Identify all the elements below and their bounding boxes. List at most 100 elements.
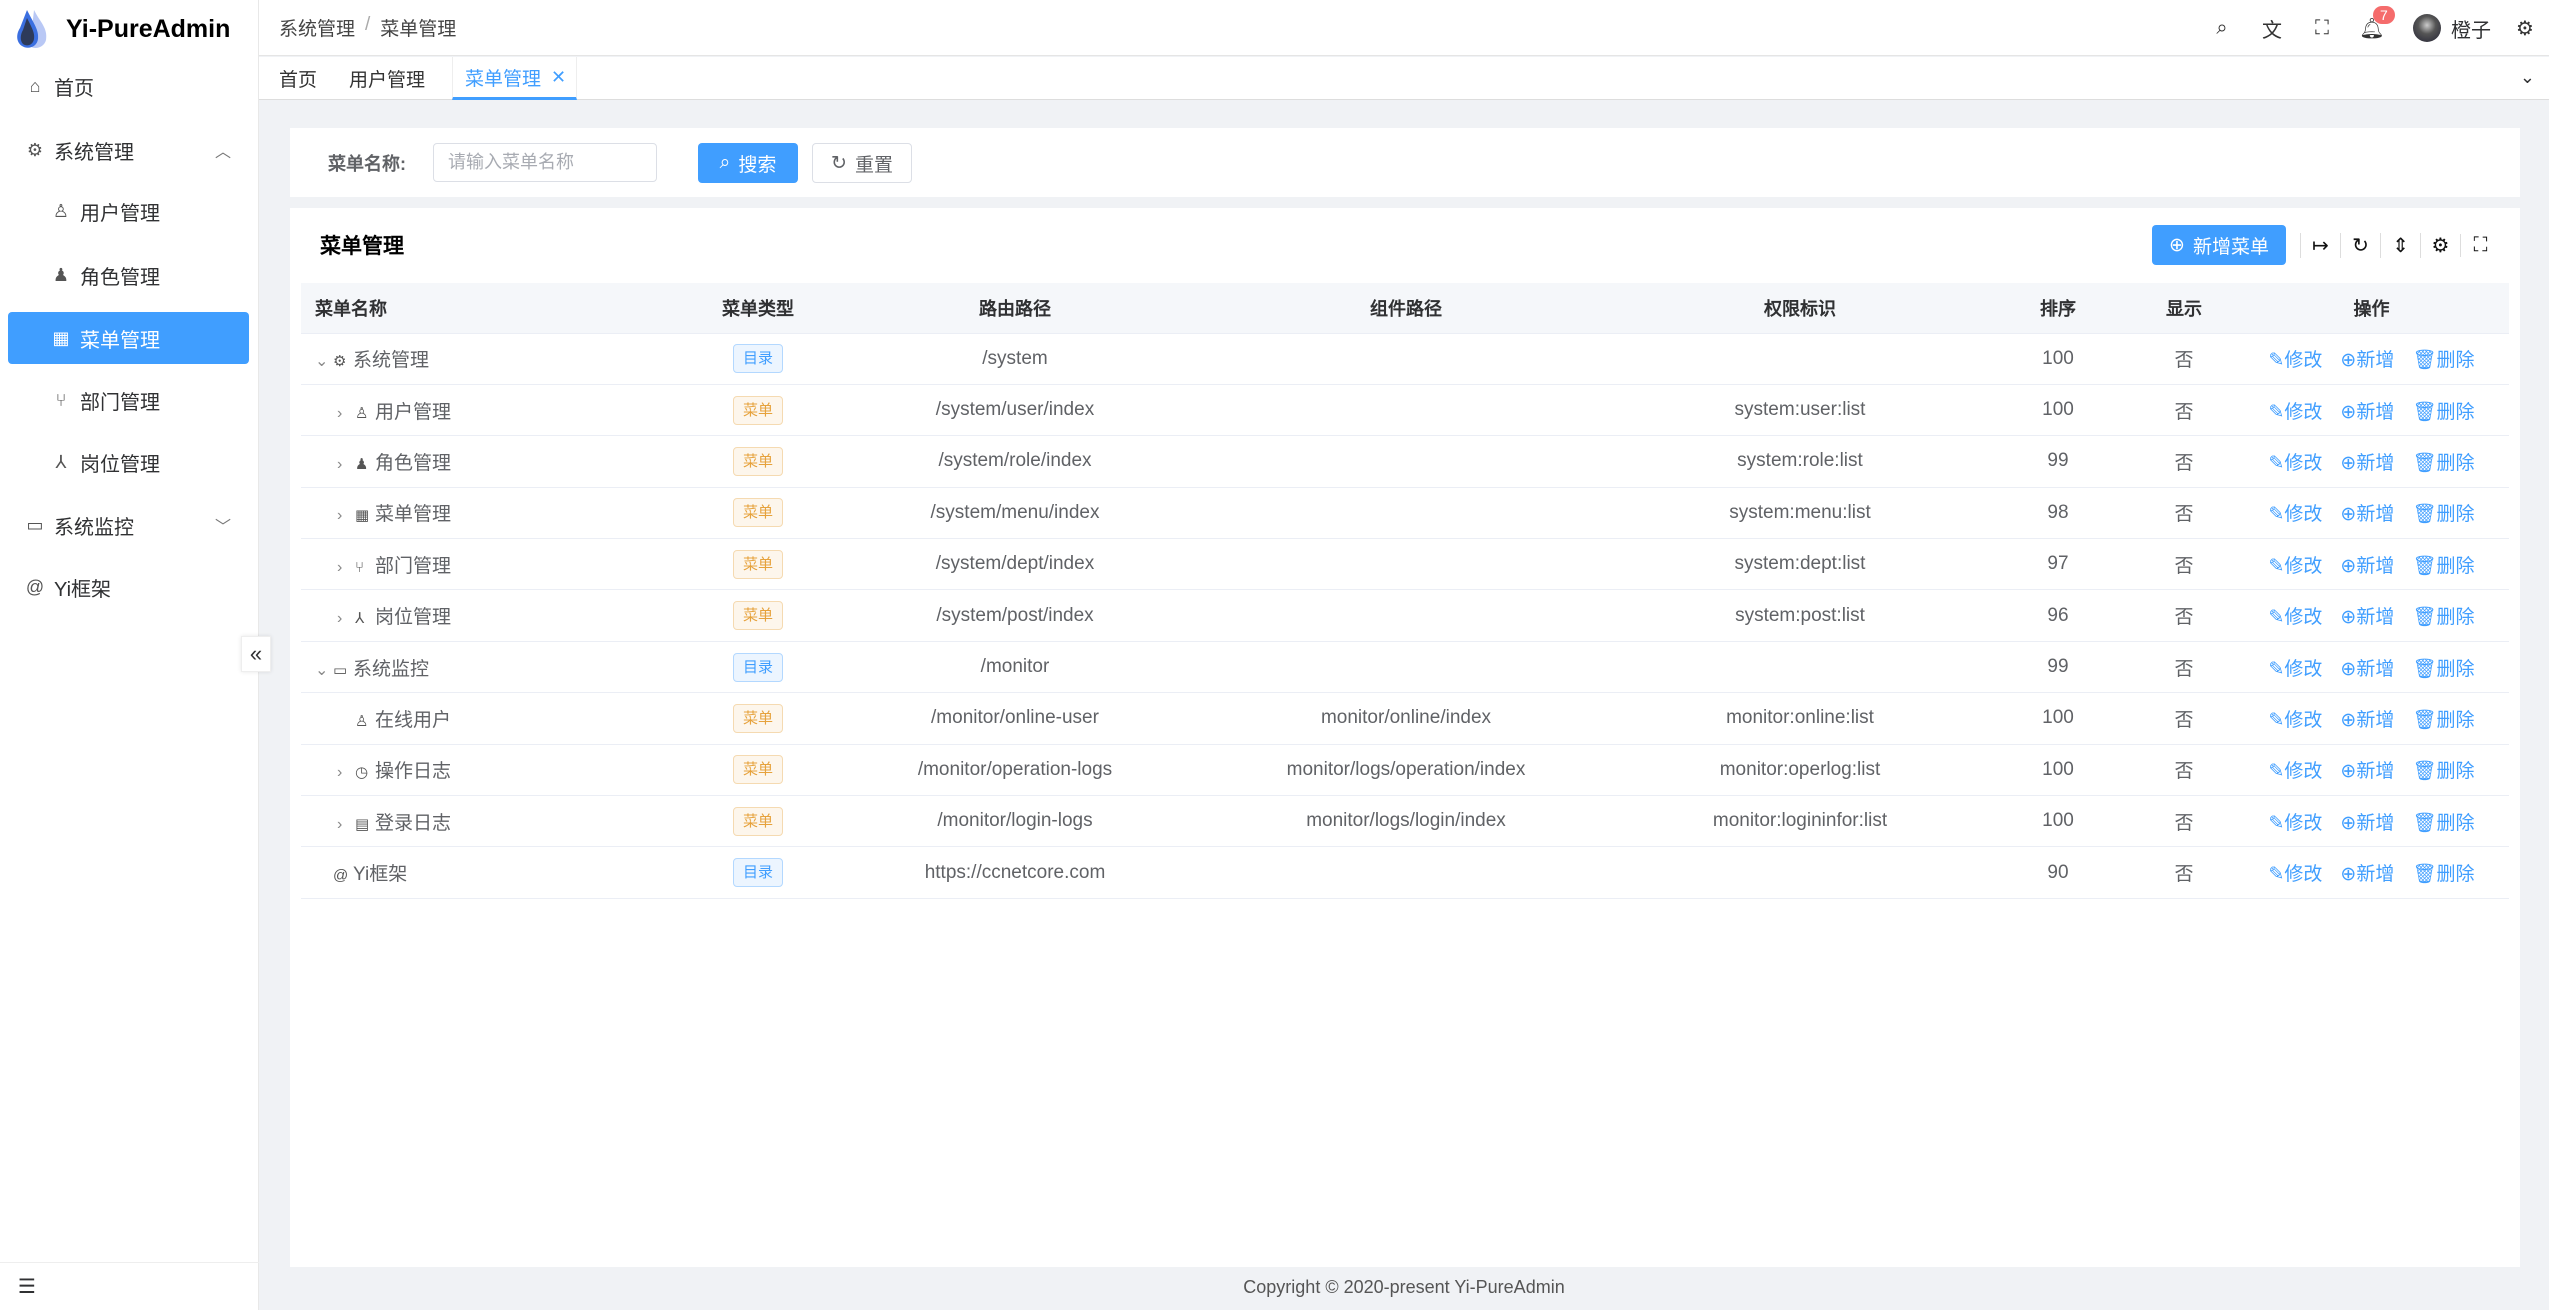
density-icon[interactable]: ⇕	[2380, 232, 2420, 258]
menu-type-tag: 菜单	[732, 601, 783, 631]
translate-icon[interactable]: 文	[2262, 19, 2282, 42]
chevron-right-icon[interactable]: ›	[337, 507, 343, 525]
tab-user-management[interactable]: 用户管理	[329, 57, 445, 100]
edit-button[interactable]: ✎修改	[2268, 607, 2322, 628]
edit-button[interactable]: ✎修改	[2268, 710, 2322, 731]
delete-button[interactable]: 🗑︎删除	[2412, 813, 2474, 834]
sidebar-item-2[interactable]: ♙ 用户管理	[8, 185, 249, 237]
search-icon[interactable]: ⌕	[2216, 16, 2228, 39]
show-cell: 否	[2134, 538, 2234, 591]
tab-home[interactable]: 首页	[259, 57, 337, 100]
sidebar-item-7[interactable]: ▭ 系统监控 ﹀	[8, 499, 249, 551]
add-button[interactable]: ⊕新增	[2340, 813, 2394, 834]
edit-button[interactable]: ✎修改	[2268, 402, 2322, 423]
edit-button[interactable]: ✎修改	[2268, 864, 2322, 885]
add-button[interactable]: ⊕新增	[2340, 710, 2394, 731]
delete-label: 删除	[2436, 761, 2475, 783]
chevron-down-icon[interactable]: ⌄	[315, 353, 329, 371]
delete-button[interactable]: 🗑︎删除	[2412, 864, 2474, 885]
chevron-right-icon[interactable]: ›	[337, 610, 343, 628]
delete-button[interactable]: 🗑︎删除	[2412, 350, 2474, 371]
delete-label: 删除	[2436, 709, 2475, 731]
sidebar-item-5[interactable]: ⑂ 部门管理	[8, 374, 249, 426]
delete-button[interactable]: 🗑︎删除	[2412, 659, 2474, 680]
breadcrumb-item[interactable]: 系统管理	[279, 19, 356, 40]
delete-button[interactable]: 🗑︎删除	[2412, 710, 2474, 731]
add-button[interactable]: ⊕新增	[2340, 350, 2394, 371]
add-button[interactable]: ⊕新增	[2340, 556, 2394, 577]
branch-icon: ⑂	[355, 558, 365, 576]
sidebar-item-6[interactable]: ⅄ 岗位管理	[8, 436, 249, 488]
menu-type-tag: 目录	[732, 652, 783, 682]
add-button[interactable]: ⊕新增	[2340, 402, 2394, 423]
chevron-down-icon[interactable]: ⌄	[2519, 67, 2535, 87]
menu-name-input[interactable]	[433, 143, 657, 182]
username: 橙子	[2451, 19, 2491, 42]
gear-icon: ⚙	[26, 139, 44, 160]
chevron-right-icon[interactable]: ›	[337, 455, 343, 473]
chevron-down-icon[interactable]: ⌄	[315, 661, 329, 679]
grid-icon: ▦	[355, 507, 370, 525]
delete-button[interactable]: 🗑︎删除	[2412, 556, 2474, 577]
menu-name: 登录日志	[375, 812, 452, 834]
delete-label: 删除	[2436, 864, 2475, 886]
logo[interactable]: Yi-PureAdmin	[14, 8, 230, 50]
user-menu[interactable]: 橙子	[2413, 14, 2491, 43]
add-button[interactable]: ⊕新增	[2340, 607, 2394, 628]
expand-collapse-icon[interactable]: ↦	[2300, 232, 2340, 258]
add-button[interactable]: ⊕新增	[2340, 659, 2394, 680]
edit-button[interactable]: ✎修改	[2268, 556, 2322, 577]
path-cell: /system/post/index	[836, 589, 1194, 642]
fullscreen-icon[interactable]: ⛶	[2315, 16, 2329, 39]
delete-button[interactable]: 🗑︎删除	[2412, 761, 2474, 782]
add-label: 新增	[2356, 864, 2395, 886]
chevron-right-icon[interactable]: ›	[337, 404, 343, 422]
tab-menu-management[interactable]: 菜单管理 ✕	[452, 57, 578, 100]
sidebar-item-0[interactable]: ⌂ 首页	[8, 60, 249, 112]
chevron-right-icon[interactable]: ›	[337, 764, 343, 782]
add-button[interactable]: ⊕新增	[2340, 864, 2394, 885]
perm-cell: monitor:online:list	[1618, 692, 1982, 745]
edit-button[interactable]: ✎修改	[2268, 504, 2322, 525]
menu-name-cell: ⌄ ⚙ 系统管理	[301, 333, 680, 385]
menu-name: 岗位管理	[375, 607, 452, 629]
bell-icon[interactable]: 🔔︎ 7	[2347, 5, 2397, 41]
edit-button[interactable]: ✎修改	[2268, 761, 2322, 782]
add-button[interactable]: ⊕新增	[2340, 504, 2394, 525]
edit-button[interactable]: ✎修改	[2268, 813, 2322, 834]
fullscreen-icon[interactable]: ⛶	[2460, 233, 2500, 257]
edit-button[interactable]: ✎修改	[2268, 453, 2322, 474]
sidebar-item-3[interactable]: ♟ 角色管理	[8, 249, 249, 301]
edit-icon: ✎	[2268, 607, 2285, 629]
add-menu-button[interactable]: ⊕ 新增菜单	[2152, 225, 2286, 265]
delete-button[interactable]: 🗑︎删除	[2412, 402, 2474, 423]
sidebar-item-8[interactable]: @ Yi框架	[8, 561, 249, 613]
close-icon[interactable]: ✕	[551, 66, 567, 87]
sidebar-item-1[interactable]: ⚙ 系统管理 ︿	[8, 124, 249, 176]
sidebar: Yi-PureAdmin ⌂ 首页 ⚙ 系统管理 ︿ ♙ 用户管理 ♟ 角色管理 ▦ 菜单管理 ⑂ 部门…	[0, 0, 271, 1310]
menu-toggle-icon[interactable]: ☰	[0, 1262, 259, 1310]
show-cell: 否	[2134, 641, 2234, 694]
refresh-icon[interactable]: ↻	[2340, 232, 2380, 258]
add-button[interactable]: ⊕新增	[2340, 453, 2394, 474]
delete-button[interactable]: 🗑︎删除	[2412, 607, 2474, 628]
delete-button[interactable]: 🗑︎删除	[2412, 504, 2474, 525]
add-button[interactable]: ⊕新增	[2340, 761, 2394, 782]
sidebar-item-4[interactable]: ▦ 菜单管理	[8, 312, 249, 364]
chevron-right-icon[interactable]: ›	[337, 558, 343, 576]
menu-name-cell: ⌄ ▭ 系统监控	[301, 641, 680, 694]
tabs-bar: 首页 用户管理 菜单管理 ✕ ⌄	[259, 57, 2549, 100]
edit-button[interactable]: ✎修改	[2268, 350, 2322, 371]
delete-button[interactable]: 🗑︎删除	[2412, 453, 2474, 474]
search-button[interactable]: ⌕ 搜索	[698, 143, 798, 183]
gear-icon[interactable]: ⚙	[2516, 17, 2534, 40]
reset-button[interactable]: ↻ 重置	[812, 143, 912, 183]
collapse-sidebar-button[interactable]: «	[241, 636, 271, 672]
delete-icon: 🗑︎	[2412, 350, 2437, 372]
sort-cell: 90	[1982, 846, 2134, 899]
edit-button[interactable]: ✎修改	[2268, 659, 2322, 680]
edit-label: 修改	[2284, 401, 2323, 423]
table-row: › ◷ 操作日志 菜单/monitor/operation-logs monitor/l…	[301, 744, 2509, 797]
chevron-right-icon[interactable]: ›	[337, 815, 343, 833]
column-settings-icon[interactable]: ⚙	[2420, 232, 2460, 258]
